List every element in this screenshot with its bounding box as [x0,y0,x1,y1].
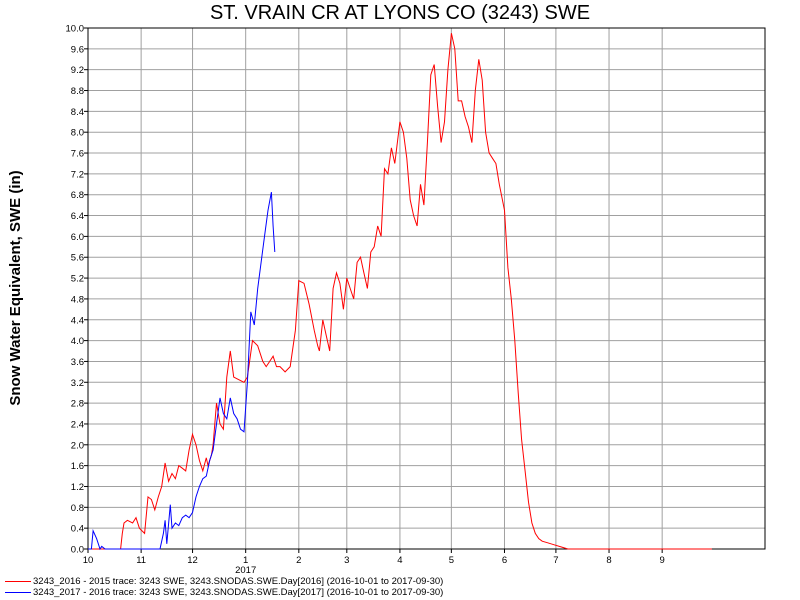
x-tick-label: 10 [83,555,94,566]
x-tick-label: 2 [296,555,301,566]
axes: 0.0 0.4 0.8 1.2 1.6 2.0 2.4 2.8 3.2 3.6 4.0 4.4 4.8 5… [66,24,766,566]
plot-frame [87,27,766,550]
y-axis-label: Snow Water Equivalent, SWE (in) [7,170,24,405]
chart-title: ST. VRAIN CR AT LYONS CO (3243) SWE [209,2,591,24]
x-tick-label: 1 [243,555,248,566]
y-tick-label: 9.6 [71,44,84,55]
x-tick-label: 7 [553,555,558,566]
y-tick-label: 4.0 [71,336,84,347]
y-tick-label: 7.6 [71,149,84,160]
y-tick-label: 8.0 [71,128,84,139]
series-line-1 [88,192,276,551]
y-tick-label: 10.0 [66,24,85,35]
y-tick-label: 0.0 [71,545,84,556]
y-tick-label: 1.2 [71,482,84,493]
legend-item-2016: 3243_2016 - 2015 trace: 3243 SWE, 3243.S… [5,576,443,587]
x-tick-label: 12 [187,555,198,566]
y-tick-label: 5.2 [71,274,84,285]
y-tick-label: 0.4 [71,524,84,535]
x-tick-label: 3 [344,555,349,566]
year-label: 2017 [235,565,256,576]
y-tick-label: 4.8 [71,294,84,305]
y-tick-label: 2.4 [71,419,84,430]
x-tick-label: 4 [397,555,402,566]
y-tick-label: 2.0 [71,440,84,451]
legend-swatch-2016 [5,580,31,582]
grid [88,27,765,549]
y-tick-label: 6.0 [71,232,84,243]
y-tick-label: 6.8 [71,190,84,201]
y-tick-label: 0.8 [71,503,84,514]
y-tick-label: 7.2 [71,169,84,180]
y-tick-label: 8.8 [71,86,84,97]
x-tick-label: 9 [660,555,665,566]
series-layer [88,33,712,551]
y-tick-label: 1.6 [71,461,84,472]
series-line-0 [88,33,712,550]
legend-label-2017: 3243_2017 - 2016 trace: 3243 SWE, 3243.S… [33,587,444,598]
legend-item-2017: 3243_2017 - 2016 trace: 3243 SWE, 3243.S… [5,587,443,598]
y-tick-label: 6.4 [71,211,84,222]
legend-label-2016: 3243_2016 - 2015 trace: 3243 SWE, 3243.S… [33,576,444,587]
legend-swatch-2017 [5,591,31,593]
y-tick-label: 3.2 [71,378,84,389]
x-tick-label: 6 [502,555,507,566]
x-tick-label: 8 [606,555,611,566]
y-tick-label: 9.2 [71,65,84,76]
y-tick-label: 8.4 [71,107,84,118]
y-tick-label: 2.8 [71,399,84,410]
x-tick-label: 5 [449,555,454,566]
y-tick-label: 4.4 [71,315,84,326]
x-tick-label: 11 [136,555,146,566]
y-tick-label: 5.6 [71,253,84,264]
y-tick-label: 3.6 [71,357,84,368]
